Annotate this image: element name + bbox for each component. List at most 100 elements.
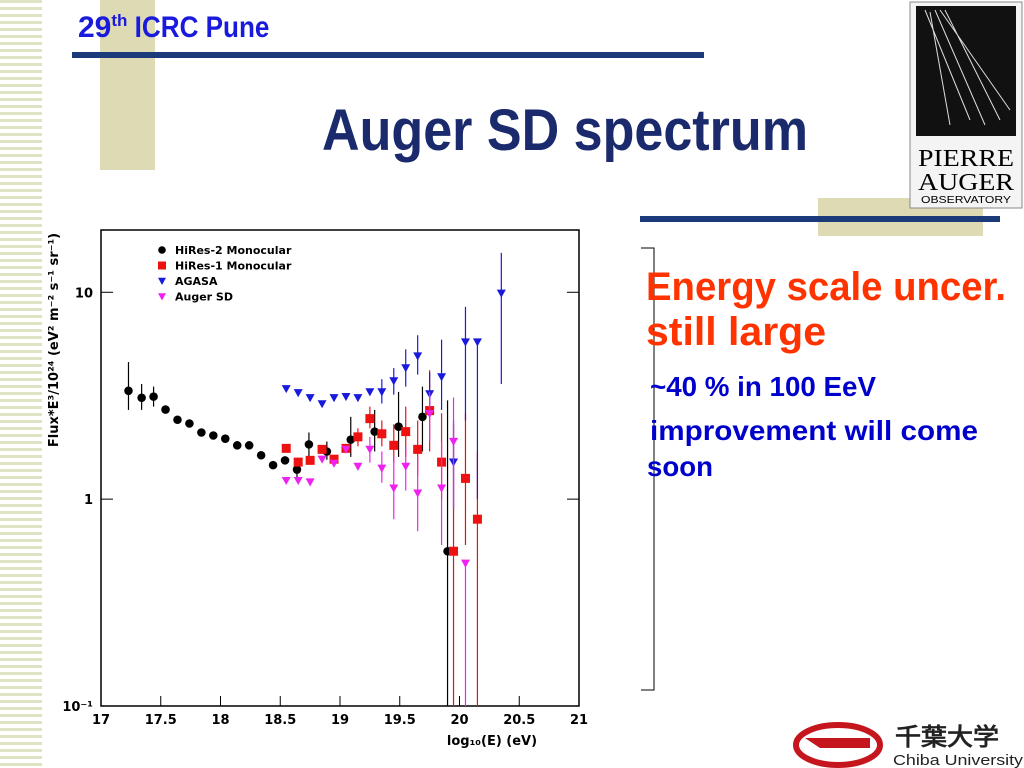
stripe-band — [0, 0, 42, 768]
marker — [341, 445, 351, 454]
marker — [365, 445, 375, 454]
marker — [394, 422, 403, 431]
marker — [353, 432, 363, 442]
marker — [292, 465, 302, 474]
marker — [281, 385, 291, 394]
marker — [197, 428, 206, 437]
y-tick-label: 10 — [75, 286, 93, 301]
y-tick-label: 10⁻¹ — [62, 700, 93, 715]
logo: PIERRE AUGER OBSERVATORY — [909, 1, 1023, 209]
marker — [401, 364, 411, 373]
marker — [293, 457, 303, 467]
x-tick-label: 18.5 — [264, 713, 296, 728]
marker — [425, 410, 435, 419]
headline: Energy scale uncer. — [646, 265, 1006, 309]
marker — [305, 455, 315, 465]
marker — [185, 419, 194, 428]
marker — [413, 352, 423, 361]
y-axis-label: Flux*E³/10²⁴ (eV² m⁻² s⁻¹ sr⁻¹) — [47, 233, 62, 447]
marker — [346, 435, 356, 444]
note: ~40 % in 100 EeV — [650, 371, 876, 402]
marker — [401, 427, 411, 437]
x-tick-label: 17.5 — [145, 713, 177, 728]
marker — [158, 246, 166, 254]
logo-text: PIERRE — [918, 146, 1014, 172]
headline: still large — [646, 310, 826, 354]
legend-label: AGASA — [175, 275, 218, 288]
marker — [317, 400, 327, 409]
marker — [389, 377, 399, 386]
logo-shower — [924, 9, 1011, 126]
marker — [472, 514, 482, 524]
legend-label: Auger SD — [175, 291, 233, 304]
x-axis-label: log₁₀(E) (eV) — [447, 734, 537, 749]
marker — [377, 429, 387, 439]
marker — [158, 261, 166, 270]
x-tick-label: 18 — [211, 713, 229, 728]
rule — [72, 52, 704, 58]
marker — [293, 389, 303, 398]
conference: 29th ICRC Pune — [78, 11, 269, 44]
marker — [437, 484, 447, 493]
marker — [293, 476, 303, 486]
note: improvement will come — [650, 415, 978, 446]
marker — [173, 415, 182, 425]
marker — [437, 373, 447, 382]
slide-title: Auger SD spectrum — [322, 98, 808, 163]
marker — [353, 394, 363, 403]
marker — [317, 444, 327, 454]
university-name: Chiba University — [893, 752, 1024, 768]
marker — [460, 473, 470, 483]
x-tick-label: 17 — [92, 713, 110, 728]
hidden-frame — [641, 247, 655, 691]
marker — [449, 437, 459, 446]
marker — [305, 478, 315, 487]
marker — [472, 338, 482, 347]
marker — [158, 293, 166, 301]
marker — [329, 454, 339, 464]
marker — [244, 441, 254, 450]
marker — [389, 440, 399, 450]
marker — [401, 462, 411, 471]
logo-mark — [805, 738, 870, 748]
marker — [460, 559, 470, 568]
marker — [161, 405, 170, 414]
marker — [413, 444, 423, 454]
marker — [158, 277, 166, 285]
marker — [377, 464, 387, 473]
marker — [281, 443, 291, 453]
marker — [232, 441, 242, 450]
marker — [365, 414, 375, 424]
x-tick-label: 20 — [450, 713, 468, 728]
legend-label: HiRes-1 Monocular — [175, 260, 292, 273]
marker — [256, 450, 266, 460]
marker — [317, 455, 327, 464]
note: soon — [647, 451, 713, 482]
marker — [281, 476, 291, 486]
university-name: 千葉大学 — [895, 723, 999, 751]
marker — [418, 412, 427, 422]
marker — [341, 393, 351, 402]
marker — [280, 456, 290, 465]
marker — [305, 394, 315, 403]
marker — [449, 546, 459, 556]
marker — [149, 392, 158, 401]
x-tick-label: 19.5 — [384, 713, 416, 728]
marker — [209, 431, 218, 440]
marker — [413, 489, 423, 498]
y-tick-label: 1 — [84, 493, 93, 508]
legend-label: HiRes-2 Monocular — [175, 244, 292, 257]
plot-frame — [100, 229, 580, 707]
x-tick-label: 19 — [331, 713, 349, 728]
marker — [389, 484, 399, 493]
marker — [124, 386, 133, 396]
marker — [329, 459, 339, 468]
logo-mark — [793, 722, 883, 768]
tan-block — [100, 0, 155, 170]
marker — [496, 289, 506, 298]
marker — [365, 388, 375, 397]
marker — [329, 394, 339, 403]
marker — [304, 440, 314, 449]
marker — [221, 434, 230, 443]
